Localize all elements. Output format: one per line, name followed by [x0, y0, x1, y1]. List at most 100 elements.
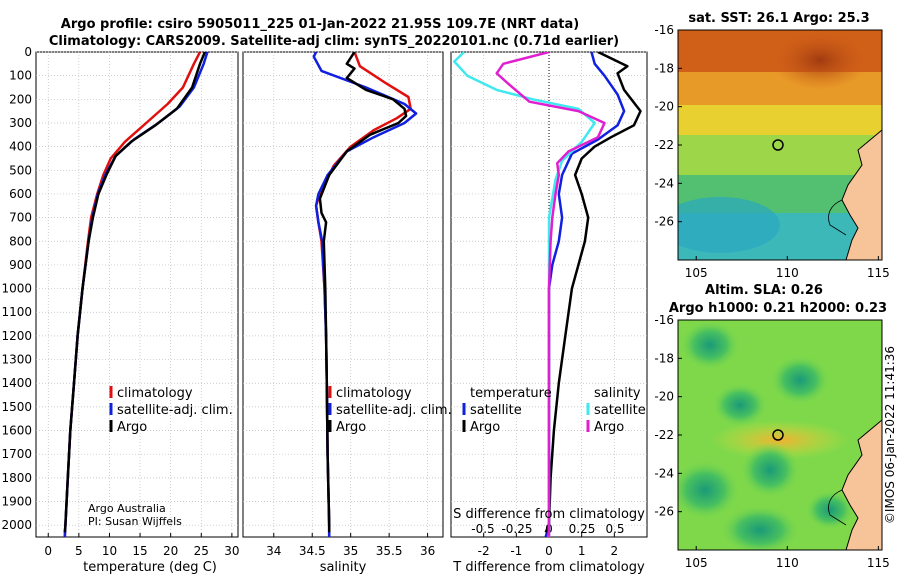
x-tick-label: 15 — [132, 544, 147, 558]
x-tick-label: 36 — [420, 544, 435, 558]
s-difference-xlabel: S difference from climatology — [453, 507, 645, 522]
y-tick-label: 1800 — [1, 471, 32, 485]
map-y-tick-label: -16 — [654, 313, 674, 327]
legend-climatology: climatology — [117, 386, 193, 401]
argo-location-marker — [772, 139, 784, 151]
legend-s-argo: Argo — [594, 420, 624, 435]
y-tick-label: 700 — [9, 211, 32, 225]
x-tick-label: 2 — [611, 544, 619, 558]
y-tick-label: 1000 — [1, 282, 32, 296]
temperature-legend: climatology satellite-adj. clim. Argo — [109, 386, 233, 435]
coast-contour — [828, 489, 847, 526]
x-tick-label: 1 — [578, 544, 586, 558]
legend-climatology: climatology — [336, 386, 412, 401]
difference-panel: -2 -1 0 1 2 -0.5 -0.25 0 0.25 0.5 T difference f… — [450, 51, 648, 575]
y-tick-label: 200 — [9, 92, 32, 106]
series-argo-s — [495, 52, 606, 537]
difference-profiles — [453, 52, 642, 537]
salinity-profiles — [312, 52, 418, 537]
sla-map: Altim. SLA: 0.26 Argo h1000: 0.21 h2000:… — [654, 283, 889, 570]
australia-land — [841, 419, 882, 550]
sla-low-patch — [770, 355, 830, 405]
t-difference-xlabel: T difference from climatology — [452, 560, 645, 575]
header-line2: Climatology: CARS2009. Satellite-adj cli… — [49, 34, 619, 49]
difference-legend: temperature satellite Argo salinity sate… — [462, 386, 646, 435]
map-y-tick-label: -24 — [654, 176, 674, 190]
argo-location-marker — [772, 429, 784, 441]
y-tick-label: 1900 — [1, 495, 32, 509]
sst-map-ticks: 105 110 115 -16 -18 -20 -22 -24 -26 — [654, 23, 889, 280]
series-argo — [318, 52, 408, 533]
map-y-tick-label: -22 — [654, 428, 674, 442]
sla-map-subtitle: Argo h1000: 0.21 h2000: 0.23 — [669, 301, 887, 316]
x-tick-label: -2 — [478, 544, 490, 558]
map-y-tick-label: -26 — [654, 505, 674, 519]
s-difference-tick-labels: -0.5 -0.25 0 0.25 0.5 — [471, 522, 624, 536]
y-tick-label: 100 — [9, 69, 32, 83]
sla-low-patch — [720, 505, 800, 550]
series-satellite-s — [453, 52, 596, 537]
legend-t-argo: Argo — [470, 420, 500, 435]
depth-tick-labels: 0 100 200 300 400 500 600 700 800 900 1000 1100 1200… — [1, 45, 32, 532]
header-line1: Argo profile: csiro 5905011_225 01-Jan-2… — [61, 17, 579, 32]
y-tick-label: 300 — [9, 116, 32, 130]
x-tick-label: 34 — [266, 544, 281, 558]
map-x-tick-label: 115 — [867, 556, 890, 570]
australia-land — [841, 129, 882, 260]
credit-line2: PI: Susan Wijffels — [88, 515, 182, 528]
map-x-tick-label: 105 — [685, 266, 708, 280]
sla-low-patch — [805, 490, 855, 530]
y-tick-label: 1100 — [1, 305, 32, 319]
t-difference-tick-labels: -2 -1 0 1 2 — [478, 544, 618, 558]
map-y-tick-label: -24 — [654, 466, 674, 480]
salinity-xlabel: salinity — [320, 560, 367, 575]
sst-yellow-band — [678, 100, 882, 135]
salinity-tick-labels: 34 34.5 35 35.5 36 — [266, 544, 435, 558]
temperature-profiles — [63, 52, 209, 537]
credit-line1: Argo Australia — [88, 502, 166, 515]
map-x-tick-label: 115 — [867, 266, 890, 280]
x-tick-label: 35.5 — [376, 544, 403, 558]
x-tick-label: 30 — [224, 544, 239, 558]
s-tick-label: 0.5 — [605, 522, 624, 536]
imos-timestamp: ©IMOS 06-Jan-2022 11:41:36 — [883, 346, 897, 524]
temperature-tick-labels: 0 5 10 15 20 25 30 — [44, 544, 239, 558]
temperature-xlabel: temperature (deg C) — [83, 560, 217, 575]
map-y-tick-label: -26 — [654, 215, 674, 229]
y-tick-label: 2000 — [1, 518, 32, 532]
y-tick-label: 400 — [9, 140, 32, 154]
x-tick-label: -1 — [510, 544, 522, 558]
x-tick-label: 35 — [343, 544, 358, 558]
y-tick-label: 0 — [24, 45, 32, 59]
map-y-tick-label: -16 — [654, 23, 674, 37]
temperature-axes — [35, 51, 239, 538]
legend-argo: Argo — [117, 420, 147, 435]
temperature-grid — [36, 51, 238, 537]
x-tick-label: 0 — [545, 544, 553, 558]
map-y-tick-label: -20 — [654, 100, 674, 114]
y-tick-label: 1600 — [1, 424, 32, 438]
x-tick-label: 25 — [194, 544, 209, 558]
y-tick-label: 800 — [9, 234, 32, 248]
series-argo-t — [544, 52, 642, 533]
sst-heatmap — [678, 30, 882, 260]
salinity-panel: 34 34.5 35 35.5 36 salinity climatology sate… — [242, 51, 452, 575]
salinity-grid — [243, 51, 443, 537]
legend-t-satellite: satellite — [470, 403, 522, 418]
map-x-tick-label: 110 — [776, 266, 799, 280]
x-tick-label: 0 — [44, 544, 52, 558]
legend-satellite: satellite-adj. clim. — [336, 403, 452, 418]
legend-salinity-title: salinity — [594, 386, 641, 401]
sla-low-patch — [740, 442, 800, 498]
salinity-axes — [242, 51, 444, 538]
y-tick-label: 500 — [9, 163, 32, 177]
y-tick-label: 1700 — [1, 447, 32, 461]
sst-map: sat. SST: 26.1 Argo: 25.3 105 110 115 -16 -1… — [654, 11, 889, 280]
sla-low-patch — [680, 320, 740, 370]
map-y-tick-label: -18 — [654, 61, 674, 75]
sla-map-title: Altim. SLA: 0.26 — [705, 283, 823, 298]
sla-heatmap — [678, 320, 882, 550]
series-argo — [63, 52, 207, 533]
legend-argo: Argo — [336, 420, 366, 435]
